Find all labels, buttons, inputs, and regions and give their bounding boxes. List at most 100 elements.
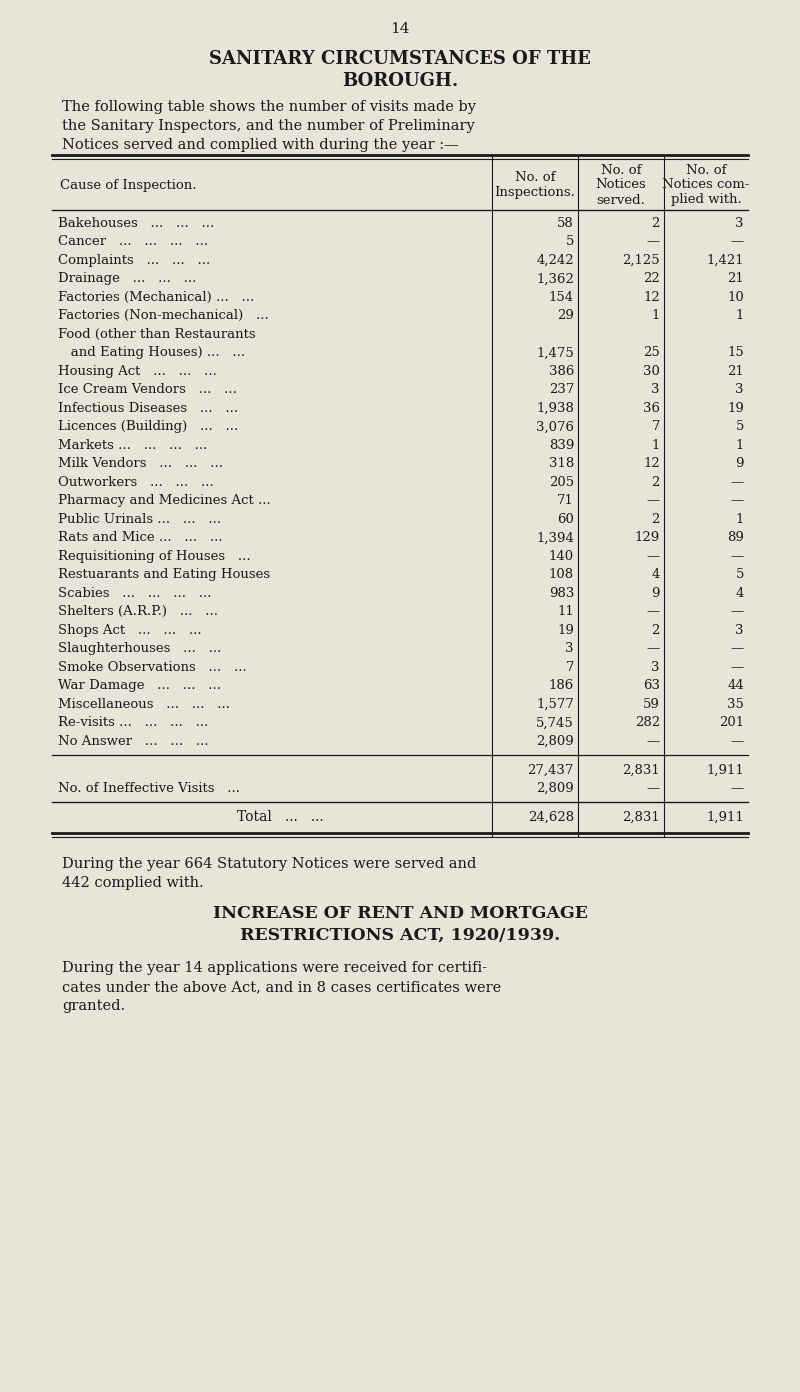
Text: 30: 30	[643, 365, 660, 377]
Text: —: —	[730, 476, 744, 489]
Text: 21: 21	[727, 365, 744, 377]
Text: Re-visits ...   ...   ...   ...: Re-visits ... ... ... ...	[58, 717, 208, 729]
Text: Smoke Observations   ...   ...: Smoke Observations ... ...	[58, 661, 246, 674]
Text: 839: 839	[549, 438, 574, 452]
Text: 3: 3	[566, 642, 574, 656]
Text: War Damage   ...   ...   ...: War Damage ... ... ...	[58, 679, 221, 692]
Text: 25: 25	[643, 347, 660, 359]
Text: —: —	[646, 606, 660, 618]
Text: 1,421: 1,421	[706, 253, 744, 267]
Text: INCREASE OF RENT AND MORTGAGE: INCREASE OF RENT AND MORTGAGE	[213, 905, 587, 922]
Text: Bakehouses   ...   ...   ...: Bakehouses ... ... ...	[58, 217, 214, 230]
Text: 1,911: 1,911	[706, 763, 744, 777]
Text: Restuarants and Eating Houses: Restuarants and Eating Houses	[58, 568, 270, 582]
Text: 15: 15	[727, 347, 744, 359]
Text: 1: 1	[652, 309, 660, 323]
Text: 63: 63	[643, 679, 660, 692]
Text: 3: 3	[735, 624, 744, 636]
Text: Shops Act   ...   ...   ...: Shops Act ... ... ...	[58, 624, 202, 636]
Text: 3: 3	[651, 383, 660, 397]
Text: 2: 2	[652, 624, 660, 636]
Text: 1,577: 1,577	[536, 697, 574, 711]
Text: BOROUGH.: BOROUGH.	[342, 72, 458, 90]
Text: —: —	[646, 782, 660, 795]
Text: Pharmacy and Medicines Act ...: Pharmacy and Medicines Act ...	[58, 494, 270, 507]
Text: 1: 1	[736, 309, 744, 323]
Text: 36: 36	[643, 402, 660, 415]
Text: 29: 29	[557, 309, 574, 323]
Text: 59: 59	[643, 697, 660, 711]
Text: Slaughterhouses   ...   ...: Slaughterhouses ... ...	[58, 642, 222, 656]
Text: —: —	[730, 606, 744, 618]
Text: 9: 9	[651, 587, 660, 600]
Text: 19: 19	[557, 624, 574, 636]
Text: 1,911: 1,911	[706, 810, 744, 823]
Text: 4: 4	[652, 568, 660, 582]
Text: 3: 3	[735, 383, 744, 397]
Text: 60: 60	[557, 512, 574, 526]
Text: Requisitioning of Houses   ...: Requisitioning of Houses ...	[58, 550, 250, 562]
Text: 205: 205	[549, 476, 574, 489]
Text: 58: 58	[558, 217, 574, 230]
Text: Scabies   ...   ...   ...   ...: Scabies ... ... ... ...	[58, 587, 211, 600]
Text: 10: 10	[727, 291, 744, 303]
Text: 140: 140	[549, 550, 574, 562]
Text: —: —	[646, 235, 660, 248]
Text: No Answer   ...   ...   ...: No Answer ... ... ...	[58, 735, 209, 748]
Text: 22: 22	[643, 273, 660, 285]
Text: 2,809: 2,809	[536, 782, 574, 795]
Text: 1: 1	[736, 438, 744, 452]
Text: Housing Act   ...   ...   ...: Housing Act ... ... ...	[58, 365, 217, 377]
Text: 12: 12	[643, 291, 660, 303]
Text: 35: 35	[727, 697, 744, 711]
Text: 9: 9	[735, 458, 744, 470]
Text: Cause of Inspection.: Cause of Inspection.	[60, 178, 197, 192]
Text: 11: 11	[558, 606, 574, 618]
Text: 7: 7	[651, 420, 660, 433]
Text: 1,362: 1,362	[536, 273, 574, 285]
Text: Factories (Mechanical) ...   ...: Factories (Mechanical) ... ...	[58, 291, 254, 303]
Text: 89: 89	[727, 532, 744, 544]
Text: —: —	[646, 494, 660, 507]
Text: 108: 108	[549, 568, 574, 582]
Text: 2,125: 2,125	[622, 253, 660, 267]
Text: No. of Ineffective Visits   ...: No. of Ineffective Visits ...	[58, 782, 240, 795]
Text: 3: 3	[651, 661, 660, 674]
Text: 14: 14	[390, 22, 410, 36]
Text: 44: 44	[727, 679, 744, 692]
Text: Factories (Non-mechanical)   ...: Factories (Non-mechanical) ...	[58, 309, 269, 323]
Text: Cancer   ...   ...   ...   ...: Cancer ... ... ... ...	[58, 235, 208, 248]
Text: —: —	[646, 735, 660, 748]
Text: 4,242: 4,242	[536, 253, 574, 267]
Text: —: —	[730, 494, 744, 507]
Text: RESTRICTIONS ACT, 1920/1939.: RESTRICTIONS ACT, 1920/1939.	[240, 927, 560, 944]
Text: —: —	[730, 642, 744, 656]
Text: 2,831: 2,831	[622, 810, 660, 823]
Text: —: —	[730, 235, 744, 248]
Text: 3,076: 3,076	[536, 420, 574, 433]
Text: Drainage   ...   ...   ...: Drainage ... ... ...	[58, 273, 196, 285]
Text: 71: 71	[557, 494, 574, 507]
Text: 7: 7	[566, 661, 574, 674]
Text: During the year 664 Statutory Notices were served and: During the year 664 Statutory Notices we…	[62, 857, 476, 871]
Text: Markets ...   ...   ...   ...: Markets ... ... ... ...	[58, 438, 207, 452]
Text: 12: 12	[643, 458, 660, 470]
Text: —: —	[646, 550, 660, 562]
Text: 1,475: 1,475	[536, 347, 574, 359]
Text: 1: 1	[736, 512, 744, 526]
Text: 2,831: 2,831	[622, 763, 660, 777]
Text: Notices served and complied with during the year :—: Notices served and complied with during …	[62, 138, 458, 152]
Text: —: —	[730, 735, 744, 748]
Text: 2: 2	[652, 512, 660, 526]
Text: Total   ...   ...: Total ... ...	[237, 810, 323, 824]
Text: 5,745: 5,745	[536, 717, 574, 729]
Text: Milk Vendors   ...   ...   ...: Milk Vendors ... ... ...	[58, 458, 223, 470]
Text: 5: 5	[566, 235, 574, 248]
Text: SANITARY CIRCUMSTANCES OF THE: SANITARY CIRCUMSTANCES OF THE	[209, 50, 591, 68]
Text: No. of
Notices
served.: No. of Notices served.	[596, 163, 646, 206]
Text: 19: 19	[727, 402, 744, 415]
Text: Infectious Diseases   ...   ...: Infectious Diseases ... ...	[58, 402, 238, 415]
Text: No. of
Notices com-
plied with.: No. of Notices com- plied with.	[662, 163, 750, 206]
Text: 282: 282	[635, 717, 660, 729]
Text: Rats and Mice ...   ...   ...: Rats and Mice ... ... ...	[58, 532, 222, 544]
